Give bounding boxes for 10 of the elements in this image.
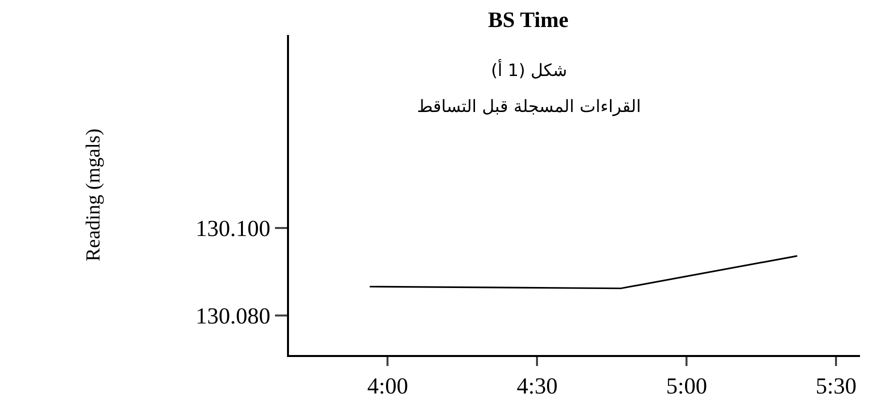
- y-tick-label: 130.100: [196, 216, 270, 241]
- chart-title: BS Time: [488, 7, 569, 32]
- x-tick-label: 5:30: [816, 374, 857, 399]
- x-tick-label: 4:00: [367, 374, 408, 399]
- x-tick-label: 5:00: [666, 374, 708, 399]
- y-axis-title: Reading (mgals): [82, 128, 105, 262]
- text: شكل (1 أ): [491, 59, 568, 81]
- x-tick-label: 4:30: [516, 374, 558, 399]
- annotation: القراءات المسجلة قبل التساقط: [417, 97, 641, 117]
- y-tick-label: 130.080: [196, 304, 270, 329]
